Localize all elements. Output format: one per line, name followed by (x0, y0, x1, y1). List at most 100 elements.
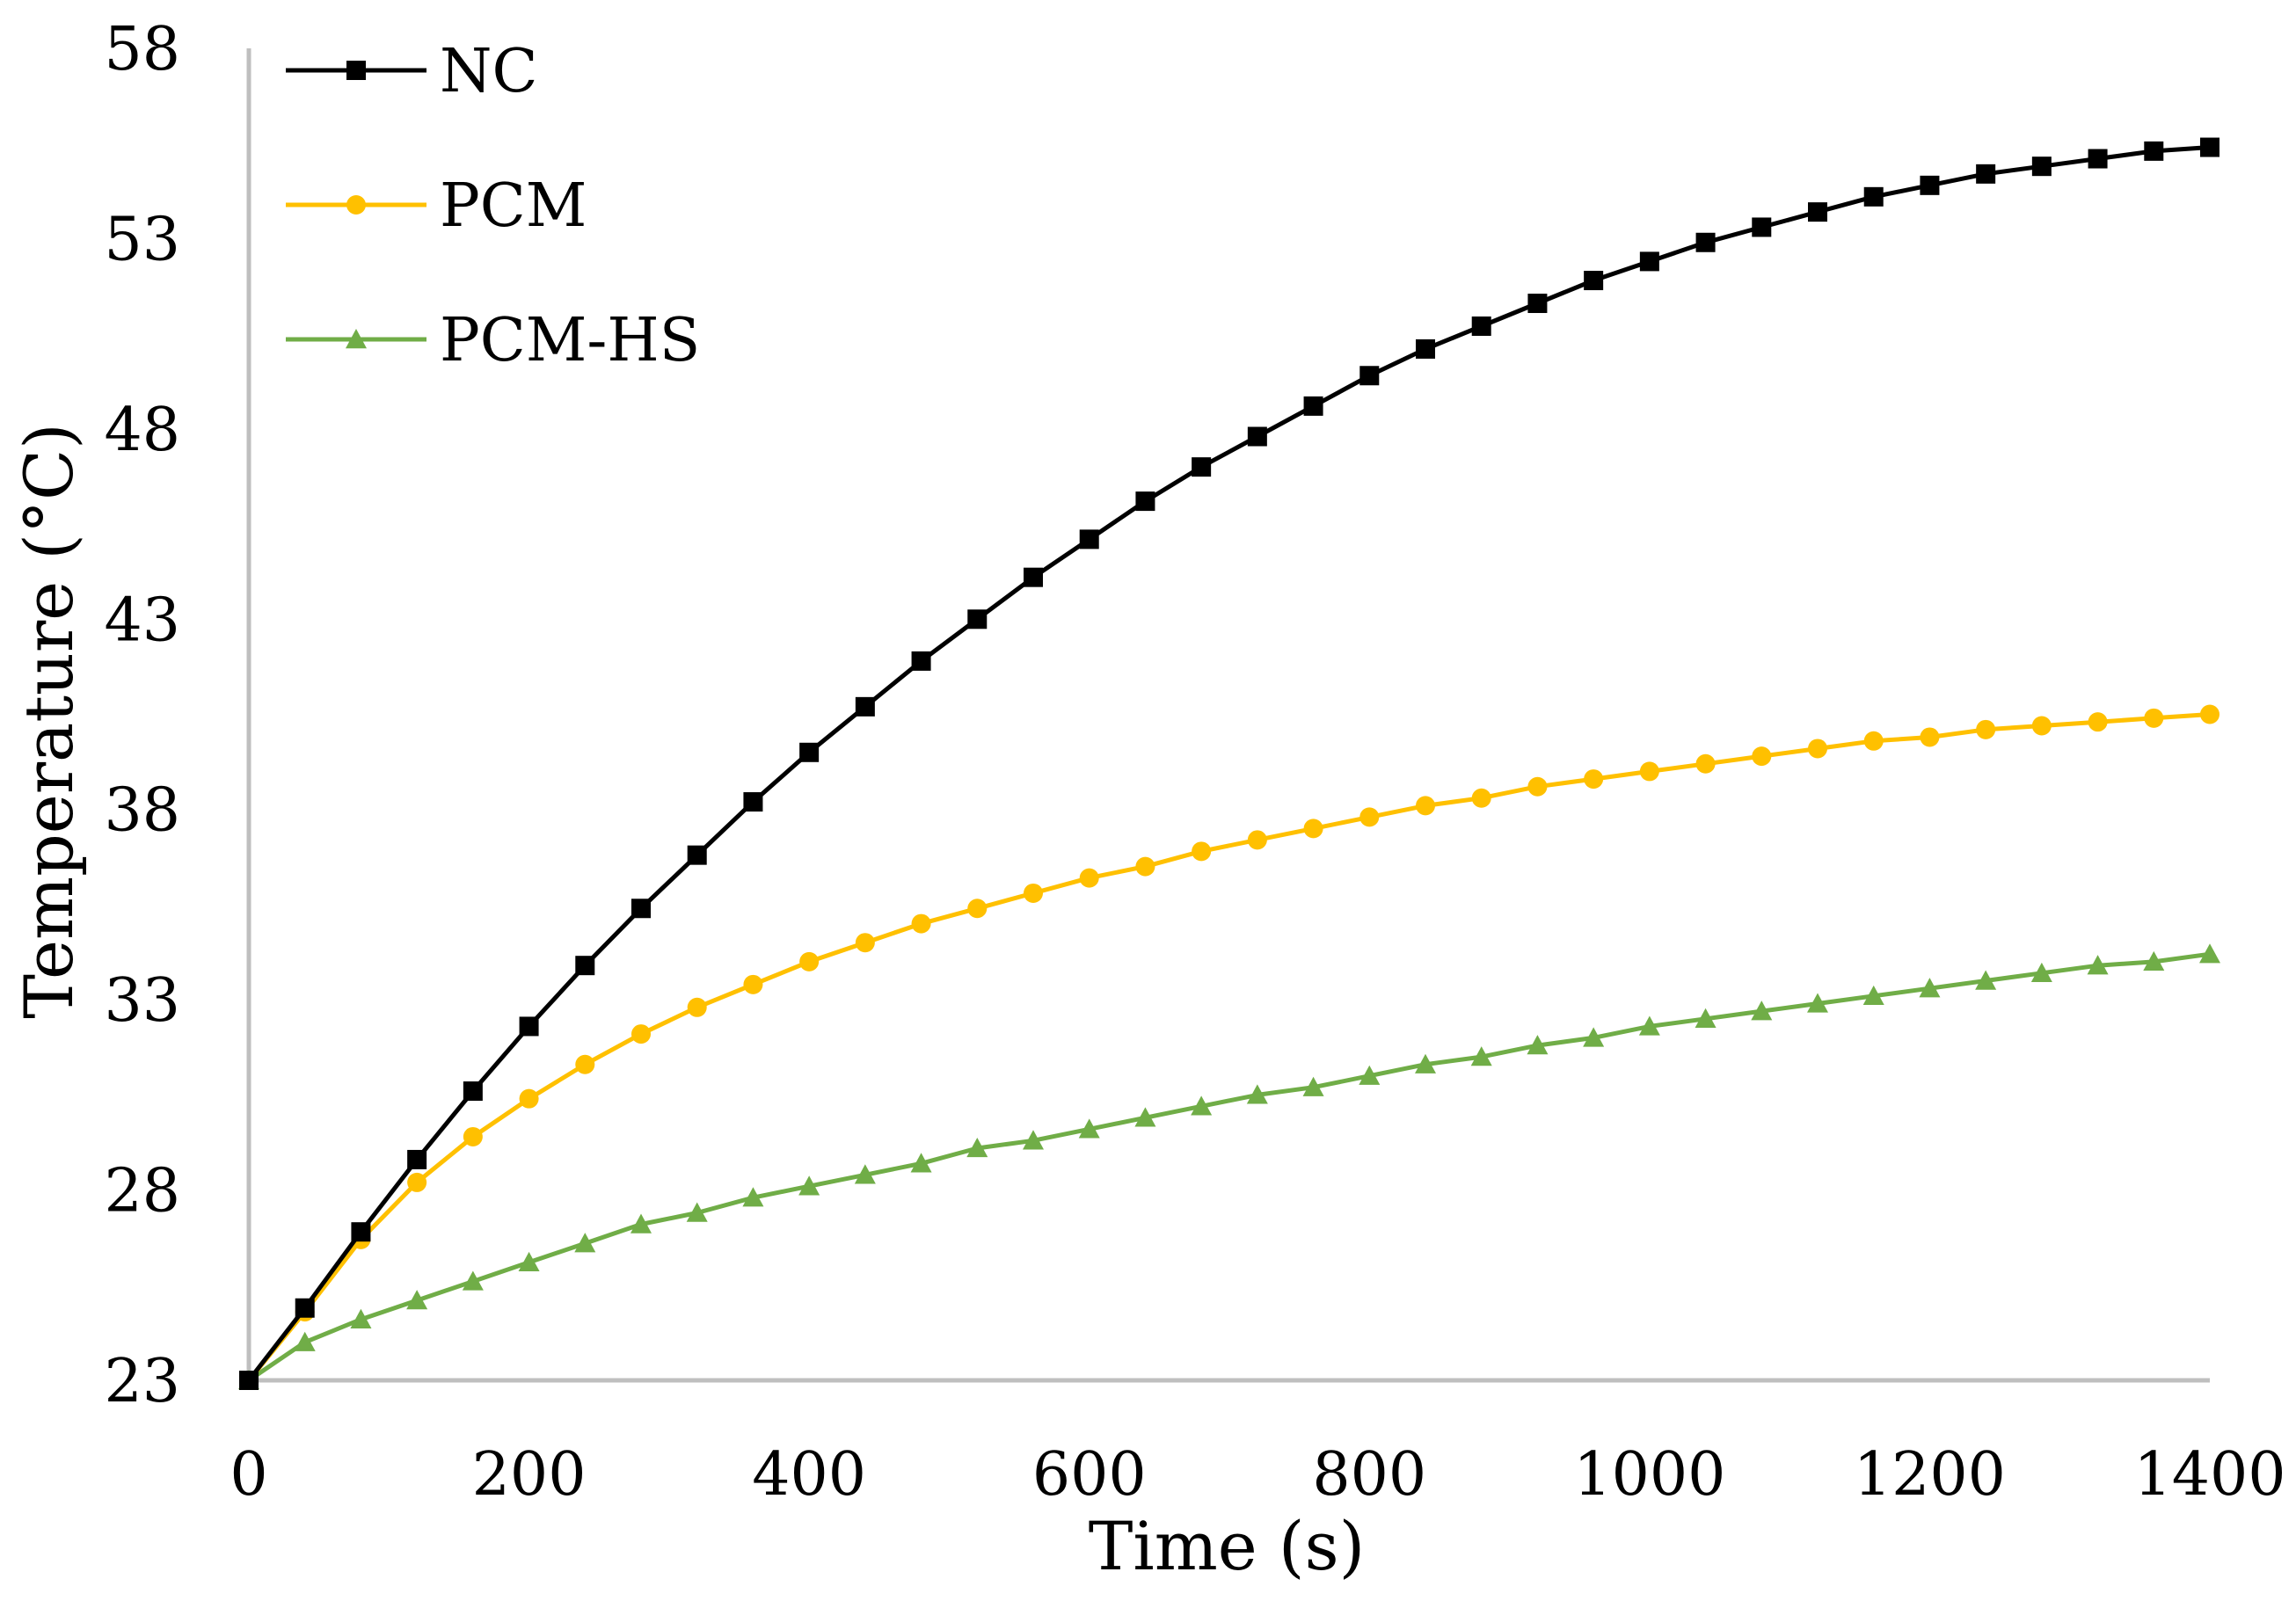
data-point-pcm-hs (1134, 1107, 1156, 1127)
data-point-nc (687, 845, 707, 865)
data-point-pcm-hs (1807, 993, 1828, 1013)
data-point-nc (1247, 426, 1267, 447)
data-point-pcm-hs (1919, 978, 1941, 998)
data-point-nc (1303, 396, 1323, 416)
data-point-pcm-hs (406, 1290, 428, 1310)
data-point-nc (2144, 141, 2164, 161)
data-point-pcm-hs (2199, 943, 2220, 964)
data-point-pcm-hs (2143, 950, 2165, 972)
legend-item-pcm: PCM (286, 171, 587, 241)
legend-item-nc: NC (286, 37, 538, 106)
data-point-nc (1471, 316, 1491, 336)
data-point-pcm-hs (350, 1308, 372, 1328)
data-point-pcm (463, 1126, 483, 1146)
data-point-pcm-hs (1302, 1076, 1324, 1096)
data-point-pcm (1416, 796, 1435, 816)
legend-marker-nc (346, 61, 366, 80)
data-point-pcm-hs (1023, 1130, 1044, 1150)
y-tick-label: 33 (104, 966, 180, 1036)
data-point-pcm-hs (910, 1153, 932, 1173)
x-tick-label: 1000 (1573, 1440, 1725, 1510)
data-point-pcm (1752, 746, 1772, 767)
data-point-nc (1695, 232, 1716, 252)
data-point-pcm (743, 974, 763, 994)
data-point-nc (1359, 366, 1380, 386)
data-point-pcm (911, 913, 931, 934)
data-point-nc (519, 1016, 539, 1037)
data-point-nc (239, 1371, 259, 1390)
data-point-nc (799, 742, 820, 762)
x-tick-label: 0 (230, 1440, 267, 1510)
data-point-nc (631, 899, 651, 919)
series-line-pcm-hs (247, 951, 2211, 1383)
data-point-pcm (1808, 739, 1827, 759)
data-point-pcm (1192, 841, 1212, 862)
data-point-nc (1079, 529, 1099, 549)
x-axis-title: Time (s) (1089, 1507, 1366, 1585)
data-point-pcm (1024, 883, 1043, 903)
y-axis-title: Temperature (°C) (10, 423, 88, 1019)
data-point-pcm-hs (1583, 1027, 1605, 1047)
legend-marker-pcm-hs (346, 329, 367, 349)
data-point-pcm-hs (1246, 1084, 1268, 1104)
data-point-pcm (1527, 776, 1548, 797)
data-point-nc (1192, 457, 1212, 477)
data-point-pcm (1920, 727, 1940, 747)
data-point-nc (1920, 175, 1940, 195)
data-point-pcm (1639, 761, 1659, 782)
data-point-pcm (799, 951, 820, 972)
x-tick-label: 600 (1032, 1440, 1147, 1510)
data-point-pcm (1247, 830, 1267, 850)
data-point-pcm-hs (1975, 970, 1997, 990)
data-point-pcm-hs (1695, 1008, 1717, 1028)
data-point-pcm-hs (798, 1175, 820, 1196)
series-pcm-hs (238, 943, 2220, 1390)
y-tick-label: 53 (104, 205, 180, 274)
data-point-nc (1639, 251, 1659, 272)
data-point-pcm-hs (2087, 955, 2109, 975)
data-point-pcm-hs (294, 1331, 316, 1351)
data-point-nc (2031, 156, 2052, 177)
data-point-pcm-hs (518, 1251, 540, 1272)
data-point-nc (743, 792, 763, 812)
data-point-pcm (1135, 856, 1155, 877)
data-point-pcm-hs (1078, 1118, 1100, 1139)
data-point-nc (1135, 491, 1155, 512)
data-point-pcm-hs (854, 1164, 876, 1184)
legend-marker-pcm (346, 195, 366, 215)
data-point-nc (1416, 338, 1435, 359)
data-point-nc (575, 956, 595, 976)
data-point-pcm-hs (1359, 1065, 1381, 1085)
x-tick-label: 1400 (2133, 1440, 2285, 1510)
data-point-pcm (967, 899, 988, 919)
y-tick-label: 48 (104, 396, 180, 465)
x-tick-label: 800 (1312, 1440, 1426, 1510)
legend-label-pcm: PCM (440, 171, 587, 241)
data-point-pcm-hs (1751, 1001, 1773, 1021)
data-point-pcm (575, 1054, 595, 1074)
data-point-pcm (687, 997, 707, 1017)
data-point-nc (911, 651, 931, 671)
data-point-nc (855, 696, 875, 717)
data-point-pcm-hs (742, 1187, 764, 1207)
data-point-nc (295, 1298, 315, 1318)
data-point-pcm-hs (1415, 1053, 1436, 1073)
series-line-pcm (247, 712, 2211, 1382)
data-point-pcm (1695, 753, 1716, 774)
data-point-pcm-hs (1470, 1046, 1492, 1066)
data-point-pcm (1584, 769, 1604, 790)
y-tick-label: 58 (104, 15, 180, 84)
series-pcm (239, 704, 2219, 1390)
data-point-pcm (2200, 704, 2219, 724)
data-point-nc (1752, 217, 1772, 237)
data-point-nc (351, 1222, 371, 1242)
y-tick-label: 28 (104, 1157, 180, 1226)
data-point-pcm (407, 1172, 427, 1192)
data-point-nc (1808, 202, 1827, 222)
data-point-pcm-hs (1191, 1095, 1213, 1116)
data-point-pcm (2031, 716, 2052, 736)
data-point-pcm (2144, 708, 2164, 728)
data-point-nc (1584, 271, 1604, 291)
y-tick-label: 23 (104, 1347, 180, 1416)
